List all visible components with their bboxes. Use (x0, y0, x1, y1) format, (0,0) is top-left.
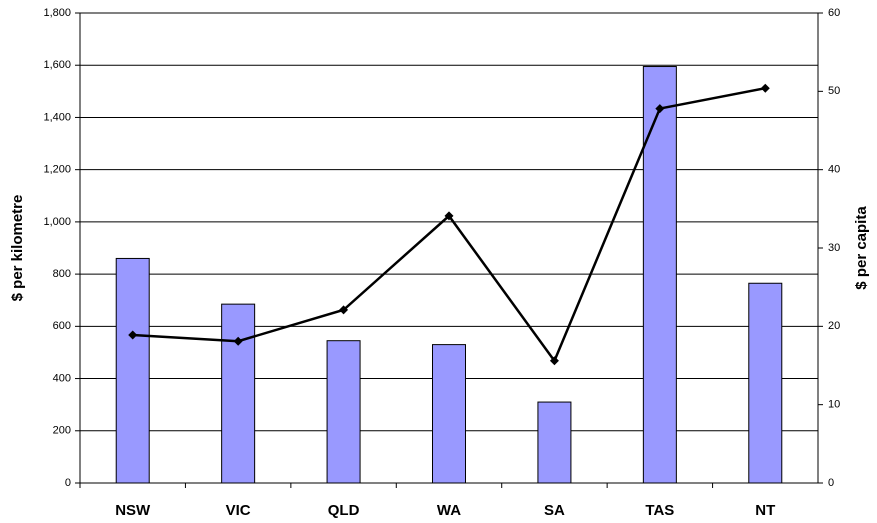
marker (760, 83, 770, 93)
y-tick-label: 0 (65, 477, 71, 489)
y2-axis-title: $ per capita (853, 206, 870, 290)
y-tick-label: 400 (53, 372, 71, 384)
marker (549, 356, 559, 366)
y2-tick-label: 60 (828, 7, 840, 19)
y-tick-label: 1,400 (43, 111, 71, 123)
y2-tick-label: 40 (828, 164, 840, 176)
x-tick-label: QLD (328, 502, 360, 519)
x-tick-label: SA (544, 502, 565, 519)
marker (655, 104, 665, 114)
y2-tick-label: 20 (828, 320, 840, 332)
marker (128, 330, 138, 340)
x-tick-label: VIC (226, 502, 251, 519)
bar (748, 282, 783, 484)
y-tick-label: 1,200 (43, 164, 71, 176)
y2-tick-label: 0 (828, 477, 834, 489)
y-tick-label: 1,600 (43, 59, 71, 71)
marker (233, 336, 243, 346)
marker (444, 211, 454, 221)
bar (432, 344, 466, 484)
marker (339, 305, 349, 315)
bar (537, 401, 572, 484)
y-tick-label: 1,000 (43, 216, 71, 228)
bar (221, 303, 256, 484)
y-tick-label: 600 (53, 320, 71, 332)
y-axis-title: $ per kilometre (9, 195, 26, 302)
y2-tick-label: 50 (828, 85, 840, 97)
y2-tick-label: 10 (828, 399, 840, 411)
y-tick-label: 1,800 (43, 7, 71, 19)
x-tick-label: NT (755, 502, 775, 519)
y2-tick-label: 30 (828, 242, 840, 254)
bar (642, 66, 677, 484)
bar (326, 340, 361, 484)
bar (115, 257, 150, 484)
x-tick-label: TAS (645, 502, 674, 519)
y-tick-label: 200 (53, 425, 71, 437)
x-tick-label: NSW (115, 502, 151, 519)
x-tick-label: WA (437, 502, 461, 519)
y-tick-label: 800 (53, 268, 71, 280)
